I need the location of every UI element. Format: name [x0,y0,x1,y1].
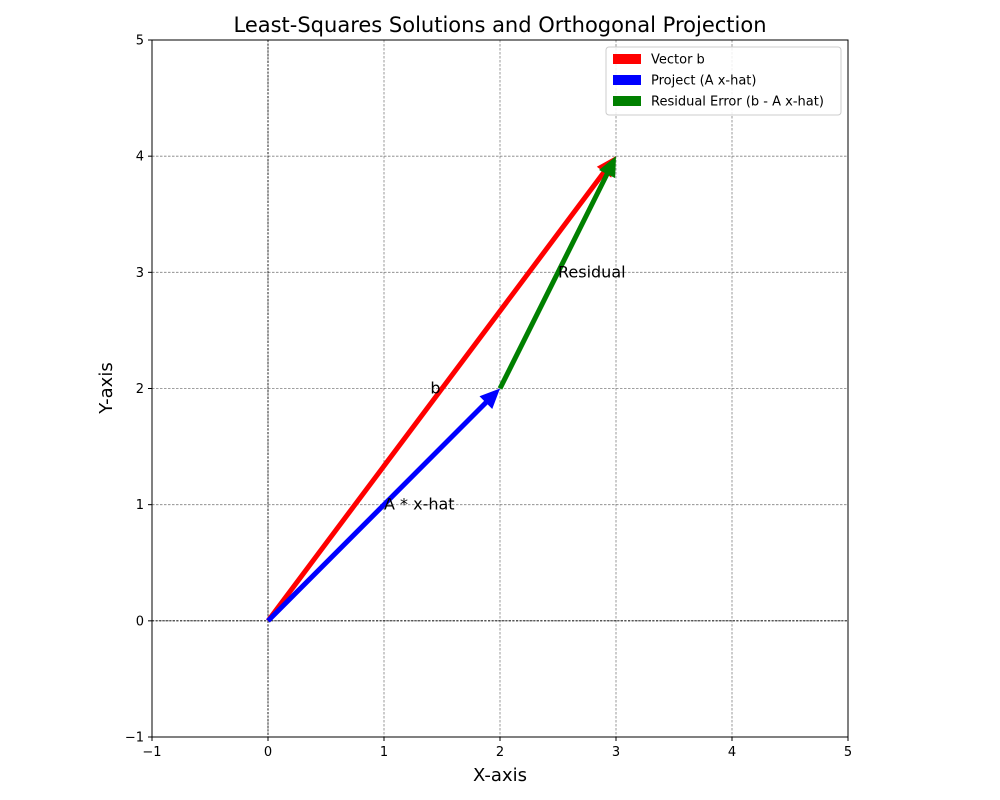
x-tick-label-0: −1 [142,745,161,760]
vector-arrow-2 [497,156,616,390]
y-tick-label-0: −1 [125,731,144,746]
annotation-2: Residual [558,262,626,281]
x-axis-title: X-axis [473,765,527,786]
y-axis-title: Y-axis [96,362,117,414]
x-tick-label-1: 0 [264,745,272,760]
annotation-1: A * x-hat [384,495,455,514]
annotations: b A * x-hat Residual [384,262,626,513]
x-tick-label-5: 4 [728,745,736,760]
x-tick-label-6: 5 [844,745,852,760]
legend-label-0: Vector b [651,53,705,68]
legend-label-1: Project (A x-hat) [651,74,756,89]
y-tick-label-5: 4 [136,150,144,165]
x-tick-label-3: 2 [496,745,504,760]
legend-swatch-2 [613,96,641,106]
x-tick-label-2: 1 [380,745,388,760]
y-tick-label-1: 0 [136,614,144,629]
legend-label-2: Residual Error (b - A x-hat) [651,95,824,110]
y-tick-label-2: 1 [136,498,144,513]
annotation-0: b [430,379,440,398]
y-ticks: −1 0 1 2 3 4 5 [125,34,152,746]
y-tick-label-4: 3 [136,266,144,281]
y-tick-label-6: 5 [136,34,144,49]
x-tick-label-4: 3 [612,745,620,760]
vector-arrow-0 [266,156,616,623]
x-ticks: −1 0 1 2 3 4 5 [142,737,852,760]
y-tick-label-3: 2 [136,382,144,397]
legend: Vector b Project (A x-hat) Residual Error … [605,46,842,116]
vectors [266,156,616,623]
legend-swatch-0 [613,54,641,64]
chart-title: Least-Squares Solutions and Orthogonal P… [233,13,766,37]
legend-box [605,46,842,116]
vector-arrow-1 [266,388,500,623]
legend-swatch-1 [613,75,641,85]
